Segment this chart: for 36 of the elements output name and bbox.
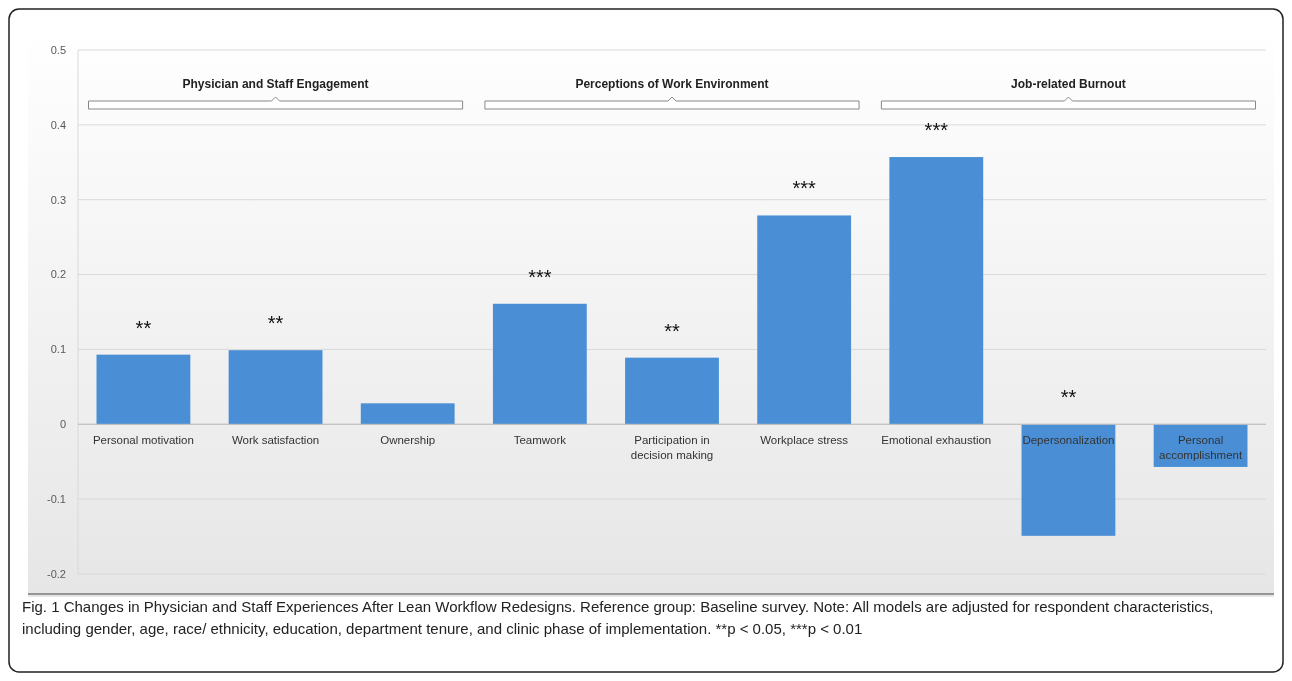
y-tick-label: 0 bbox=[59, 418, 66, 431]
annotation: ** bbox=[267, 312, 284, 335]
y-tick-label: 0.1 bbox=[50, 343, 66, 356]
annotation: Perceptions of Work Environment bbox=[575, 77, 769, 91]
x-tick-label: Personal motivation bbox=[92, 434, 194, 447]
y-tick-label: 0.5 bbox=[50, 43, 66, 56]
bar bbox=[360, 403, 455, 425]
x-tick-label: Participation in decision making bbox=[630, 434, 714, 462]
x-tick-label: Teamwork bbox=[513, 434, 567, 447]
y-tick-label: -0.1 bbox=[47, 492, 66, 505]
bar bbox=[228, 350, 323, 425]
x-tick-label: Emotional exhaustion bbox=[881, 434, 992, 447]
annotation: *** bbox=[924, 119, 949, 142]
annotation: ** bbox=[135, 316, 152, 339]
y-tick-label: 0.2 bbox=[50, 268, 66, 281]
annotation: ** bbox=[664, 319, 680, 342]
bar bbox=[96, 354, 191, 425]
y-tick-label: 0.3 bbox=[50, 193, 66, 206]
caption: Fig. 1 Changes in Physician and Staff Experiences After Lean Workflow Redesigns. Reference group: Baseline survey. Note: All models are adjusted for respondent characteristics, including gender, age, race/ ethnicity, education, department tenure, and clinic phase of implementation. **p < 0.05, ***p < 0.01 bbox=[22, 597, 1215, 639]
annotation: *** bbox=[528, 265, 552, 288]
x-tick-label: Personal accomplishment bbox=[1159, 434, 1243, 462]
annotation: ** bbox=[1060, 386, 1077, 409]
y-tick-label: -0.2 bbox=[47, 567, 66, 580]
bar bbox=[625, 357, 719, 425]
x-tick-label: Workplace stress bbox=[760, 434, 849, 447]
annotation: *** bbox=[792, 177, 817, 200]
x-tick-label: Work satisfaction bbox=[231, 434, 320, 447]
annotation: Job-related Burnout bbox=[1011, 77, 1126, 91]
bar bbox=[492, 303, 587, 425]
bar bbox=[889, 157, 984, 425]
bar bbox=[1021, 424, 1116, 536]
y-tick-label: 0.4 bbox=[50, 118, 66, 131]
x-tick-label: Depersonalization bbox=[1022, 434, 1115, 447]
bar bbox=[757, 215, 852, 425]
x-tick-label: Ownership bbox=[380, 434, 436, 447]
annotation: Physician and Staff Engagement bbox=[182, 77, 369, 91]
